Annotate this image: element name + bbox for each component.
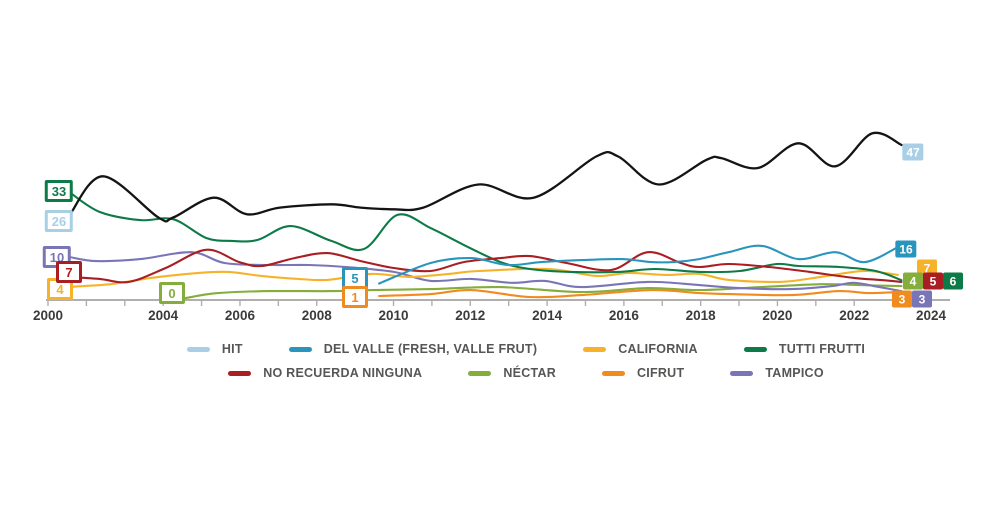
legend-swatch-no_recuerda: [228, 370, 252, 376]
legend-swatch-cifrut: [602, 370, 625, 376]
series-line-california: [69, 267, 899, 288]
legend-label-tutti_frutti: TUTTI FRUTTI: [778, 342, 866, 356]
x-axis-year-label: 2004: [148, 308, 179, 323]
legend-label-del_valle: DEL VALLE (FRESH, VALLE FRUT): [323, 342, 538, 356]
series-line-del_valle: [378, 244, 899, 285]
legend-label-no_recuerda: NO RECUERDA NINGUNA: [263, 366, 423, 380]
legend-item-no_recuerda: NO RECUERDA NINGUNA: [228, 366, 422, 380]
chart-legend: HIT DEL VALLE (FRESH, VALLE FRUT) CALIFORN…: [0, 342, 1000, 380]
series-line-cifrut: [378, 289, 899, 299]
legend-label-california: CALIFORNIA: [618, 342, 698, 356]
legend-item-hit: HIT: [186, 342, 243, 356]
x-axis-year-label: 2024: [916, 308, 947, 323]
legend-swatch-california: [583, 346, 607, 352]
legend-label-hit: HIT: [221, 342, 243, 356]
x-axis-year-label: 2022: [839, 308, 869, 323]
legend-row: HIT DEL VALLE (FRESH, VALLE FRUT) CALIFORN…: [186, 342, 866, 356]
x-axis-year-label: 2018: [686, 308, 717, 323]
legend-item-nectar: NÉCTAR: [468, 366, 556, 380]
legend-item-tutti_frutti: TUTTI FRUTTI: [743, 342, 866, 356]
legend-swatch-tampico: [730, 370, 754, 376]
legend-swatch-tutti_frutti: [743, 346, 767, 352]
x-axis-year-label: 2020: [762, 308, 792, 323]
x-axis-year-label: 2008: [302, 308, 333, 323]
legend-label-tampico: TAMPICO: [765, 366, 824, 380]
legend-swatch-del_valle: [288, 346, 312, 352]
legend-item-tampico: TAMPICO: [730, 366, 824, 380]
legend-label-nectar: NÉCTAR: [503, 366, 556, 380]
series-line-tampico: [69, 251, 903, 293]
series-line-tutti_frutti: [69, 191, 903, 282]
legend-item-cifrut: CIFRUT: [602, 366, 684, 380]
x-axis-year-label: 2014: [532, 308, 563, 323]
series-line-nectar: [183, 283, 903, 300]
legend-swatch-nectar: [468, 370, 492, 376]
x-axis-year-label: 2010: [378, 308, 408, 323]
legend-label-cifrut: CIFRUT: [637, 366, 685, 380]
x-axis-year-label: 2012: [455, 308, 485, 323]
x-axis-year-label: 2000: [33, 308, 63, 323]
legend-swatch-hit: [186, 346, 210, 352]
legend-item-del_valle: DEL VALLE (FRESH, VALLE FRUT): [288, 342, 538, 356]
legend-row: NO RECUERDA NINGUNA NÉCTAR CIFRUT TAMPICO: [228, 366, 824, 380]
x-axis-year-label: 2016: [609, 308, 640, 323]
series-line-hit: [68, 131, 903, 223]
x-axis-year-label: 2006: [225, 308, 256, 323]
legend-item-california: CALIFORNIA: [583, 342, 698, 356]
